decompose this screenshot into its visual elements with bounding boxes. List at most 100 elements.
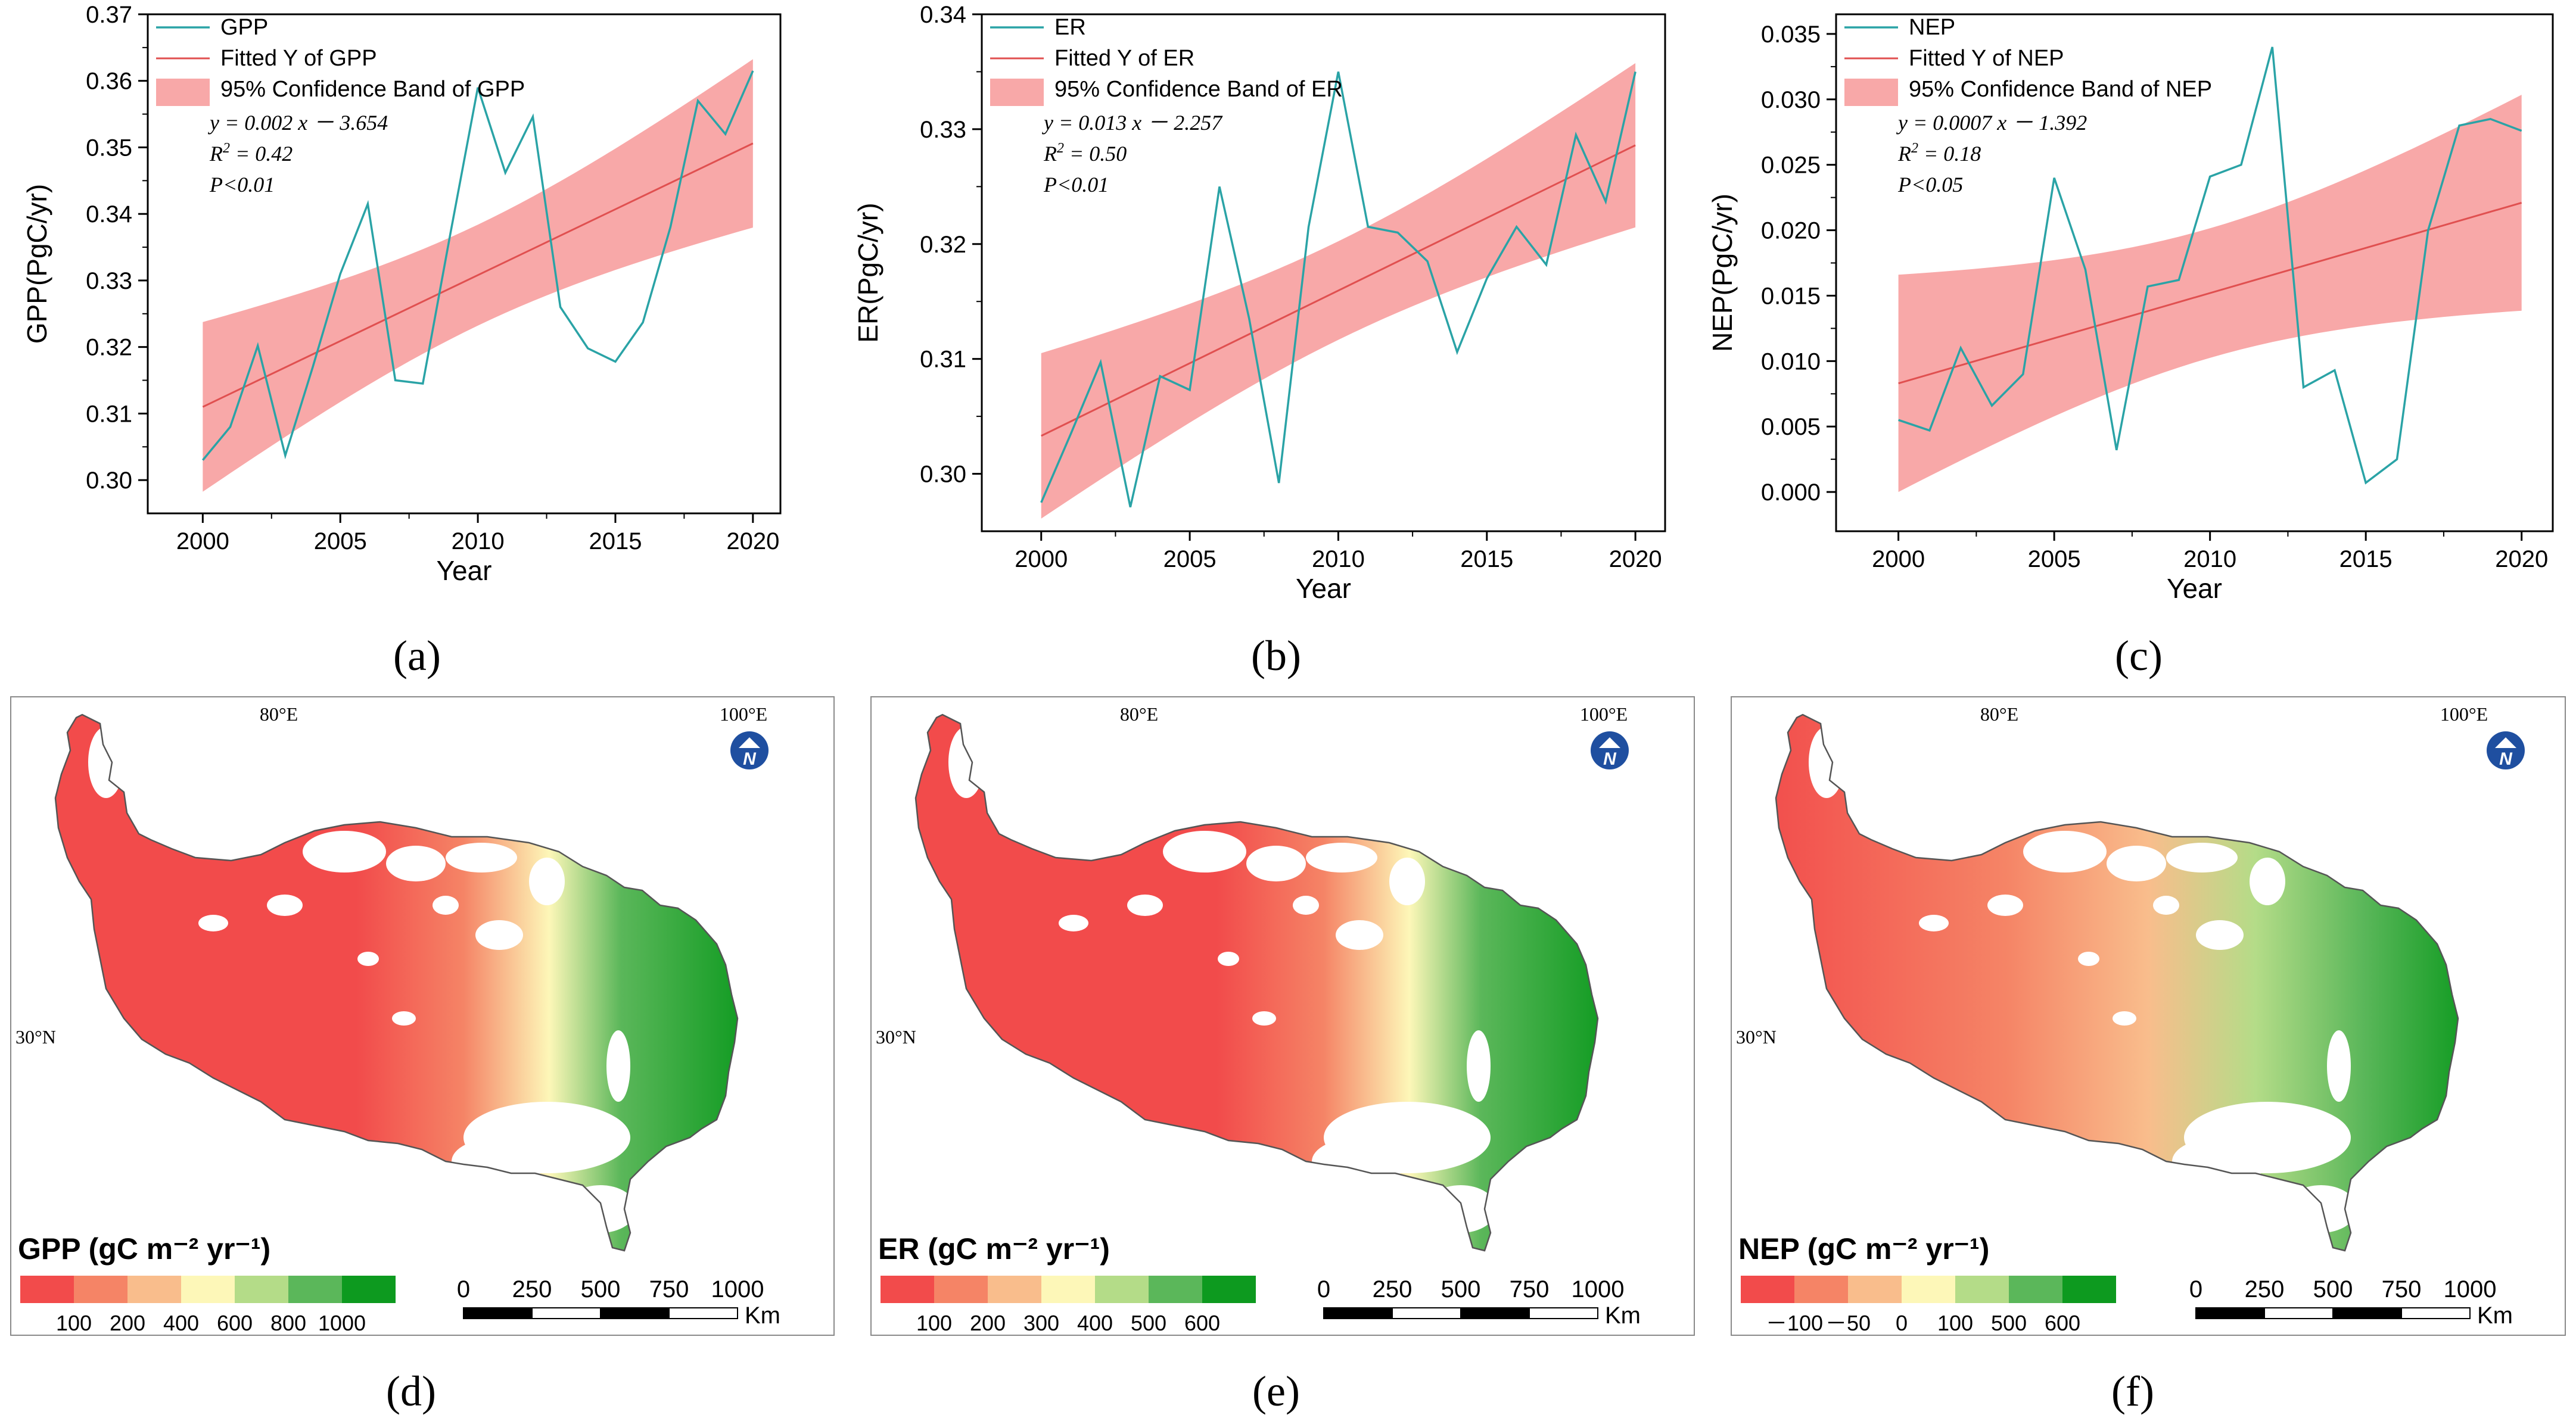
y-axis-label: NEP(PgC/yr) xyxy=(1707,194,1738,352)
y-tick-label: 0.000 xyxy=(1761,479,1821,506)
y-tick-label: 0.31 xyxy=(86,401,132,427)
r-squared-value: = 0.18 xyxy=(1918,142,1981,166)
legend-series-label: GPP xyxy=(220,15,268,40)
longitude-label: 100°E xyxy=(720,703,767,725)
north-arrow-head xyxy=(739,737,760,748)
x-tick-label: 2020 xyxy=(2495,546,2548,572)
legend-band-label: 95% Confidence Band of GPP xyxy=(220,77,525,102)
x-tick-label: 2010 xyxy=(2183,546,2236,572)
r-squared-exponent: 2 xyxy=(223,141,230,156)
legend-band-swatch xyxy=(990,79,1044,106)
colorbar-tick-label: 600 xyxy=(1184,1311,1220,1335)
panel-label-a: (a) xyxy=(393,632,441,680)
no-data-gap xyxy=(386,846,446,881)
scale-bar-label: 500 xyxy=(2313,1276,2353,1302)
y-tick-label: 0.36 xyxy=(86,68,132,95)
x-tick-label: 2005 xyxy=(2028,546,2081,572)
no-data-gap xyxy=(2196,920,2244,950)
colorbar-tick-label: 600 xyxy=(217,1311,253,1335)
scale-bar-segment xyxy=(531,1307,601,1319)
scale-bar-segment xyxy=(2401,1307,2471,1319)
panel-label-d: (d) xyxy=(386,1367,436,1415)
r-squared-symbol: R xyxy=(1043,142,1057,166)
colorbar-swatch xyxy=(2062,1276,2116,1303)
x-tick-label: 2005 xyxy=(314,528,367,554)
scale-bar-segment xyxy=(1323,1307,1393,1319)
x-tick-label: 2015 xyxy=(589,528,642,554)
scale-bar-label: 1000 xyxy=(711,1276,764,1302)
x-axis-label: Year xyxy=(2167,573,2222,604)
colorbar-swatch xyxy=(1041,1276,1095,1303)
chart-c: 2000 2005 2010 2015 2020 0.000 0.005 0.010 0.015… xyxy=(1707,13,2554,604)
colorbar-tick-label: 100 xyxy=(1937,1311,1973,1335)
no-data-gap xyxy=(529,858,565,905)
chart-b: 2000 2005 2010 2015 2020 0.30 0.31 0.32 0.33 0.34… xyxy=(853,2,1666,604)
r-squared-value: = 0.50 xyxy=(1064,142,1127,166)
p-value: P<0.01 xyxy=(209,173,275,197)
r-squared-symbol: R xyxy=(1897,142,1911,166)
colorbar-swatch xyxy=(1902,1276,1955,1303)
no-data-gap xyxy=(1293,896,1319,915)
scale-bar-segment xyxy=(2264,1307,2334,1319)
legend-band-swatch xyxy=(156,79,210,106)
scale-bar-segment xyxy=(600,1307,670,1319)
x-tick-label: 2010 xyxy=(452,528,505,554)
y-axis-label: ER(PgC/yr) xyxy=(853,202,883,342)
map-panel-f: 80°E 100°E 30°N N NEP (gC m⁻² yr⁻¹) －100 －50 0 1… xyxy=(1731,696,2566,1336)
scale-bar-segment xyxy=(2332,1307,2402,1319)
latitude-label: 30°N xyxy=(15,1026,56,1048)
p-value: P<0.01 xyxy=(1043,173,1109,197)
longitude-label: 100°E xyxy=(1580,703,1628,725)
x-tick-label: 2005 xyxy=(1163,546,1217,572)
y-tick-label: 0.32 xyxy=(920,232,966,258)
y-tick-label: 0.35 xyxy=(86,135,132,161)
longitude-label: 100°E xyxy=(2440,703,2488,725)
colorbar-tick-label: －50 xyxy=(1825,1311,1871,1335)
colorbar-swatch xyxy=(1741,1276,1794,1303)
colorbar-tick-label: 500 xyxy=(1131,1311,1166,1335)
regression-equation: y = 0.002 x － 3.654 xyxy=(208,111,388,135)
scale-bar-label: 250 xyxy=(2245,1276,2285,1302)
x-tick-label: 2000 xyxy=(1872,546,1925,572)
longitude-label: 80°E xyxy=(1120,703,1158,725)
no-data-gap xyxy=(267,895,303,916)
colorbar-tick-label: 400 xyxy=(163,1311,199,1335)
regression-equation: y = 0.0007 x － 1.392 xyxy=(1896,111,2087,135)
north-arrow-icon xyxy=(1591,731,1629,769)
colorbar-tick-label: 300 xyxy=(1023,1311,1059,1335)
no-data-gap xyxy=(433,896,459,915)
colorbar-swatch xyxy=(1848,1276,1902,1303)
colorbar-swatch xyxy=(881,1276,934,1303)
y-tick-label: 0.34 xyxy=(86,201,132,228)
no-data-gap xyxy=(303,831,386,872)
panel-label-f: (f) xyxy=(2111,1367,2154,1415)
colorbar-swatch xyxy=(988,1276,1041,1303)
map-panel-d: 80°E 100°E 30°N N GPP (gC m⁻² yr⁻¹) 100 200 400… xyxy=(10,696,835,1336)
colorbar-swatch xyxy=(288,1276,342,1303)
no-data-gap xyxy=(1306,843,1377,872)
legend-title: GPP (gC m⁻² yr⁻¹) xyxy=(18,1232,270,1266)
y-tick-label: 0.005 xyxy=(1761,414,1821,440)
north-arrow-letter: N xyxy=(2499,749,2513,769)
scale-bar-label: 0 xyxy=(457,1276,470,1302)
legend-fit-label: Fitted Y of GPP xyxy=(220,46,377,71)
x-tick-label: 2000 xyxy=(1015,546,1068,572)
longitude-label: 80°E xyxy=(1980,703,2018,725)
y-tick-label: 0.020 xyxy=(1761,218,1821,244)
legend-series-label: ER xyxy=(1054,15,1086,40)
no-data-gap xyxy=(1246,846,1306,881)
scale-bar-segment xyxy=(463,1307,533,1319)
scale-bar-label: 0 xyxy=(1317,1276,1330,1302)
longitude-label: 80°E xyxy=(260,703,298,725)
no-data-gap xyxy=(2113,1011,2136,1026)
no-data-gap xyxy=(1252,1011,1276,1026)
colorbar-swatch xyxy=(1794,1276,1848,1303)
north-arrow-letter: N xyxy=(743,749,757,769)
scale-bar-label: 0 xyxy=(2189,1276,2202,1302)
fitted-line xyxy=(1898,201,2522,385)
no-data-gap xyxy=(2250,858,2285,905)
scale-bar-label: 750 xyxy=(649,1276,689,1302)
legend-fit-label: Fitted Y of NEP xyxy=(1909,46,2064,71)
panel-label-c: (c) xyxy=(2115,632,2163,680)
